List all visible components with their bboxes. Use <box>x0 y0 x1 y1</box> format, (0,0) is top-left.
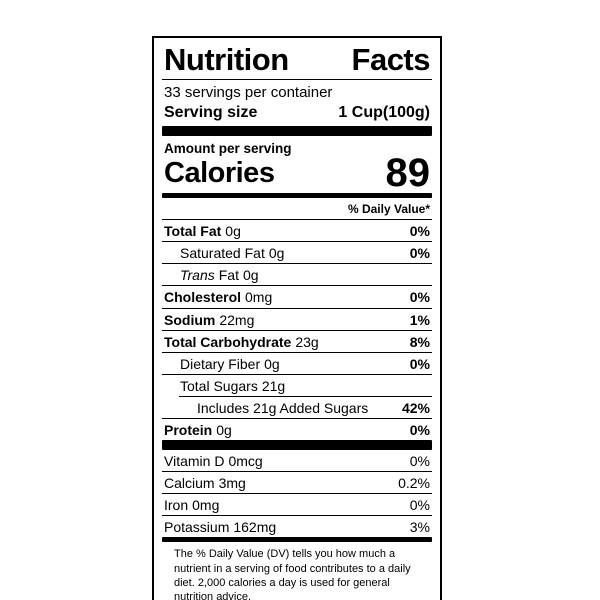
nutrient-amount: 23g <box>295 333 319 350</box>
nutrient-dv: 0% <box>409 223 430 240</box>
nutrient-name: Sodium <box>164 311 216 328</box>
vitamin-amount: 162mg <box>233 519 277 536</box>
vitamin-name: Calcium <box>164 475 215 492</box>
section-bar-medium-calories <box>162 193 432 199</box>
nutrient-amount: 0g <box>264 355 280 372</box>
nutrient-name: Dietary Fiber <box>180 355 261 372</box>
nutrient-amount: 0g <box>242 267 259 284</box>
vitamin-row-potassium: Potassium 162mg 3% <box>162 515 432 537</box>
nutrient-dv: 0% <box>409 245 430 262</box>
nutrient-row-total-sugars: Total Sugars 21g <box>162 373 432 396</box>
nutrient-name: Total Carbohydrate <box>164 333 292 350</box>
nutrient-row-total-carbohydrate: Total Carbohydrate 23g 8% <box>162 329 432 352</box>
nutrient-name: Includes 21g Added Sugars <box>197 399 369 416</box>
section-bar-thick-top <box>162 126 432 137</box>
vitamin-dv: 0.2% <box>398 475 430 492</box>
vitamin-dv: 3% <box>409 519 430 536</box>
vitamin-name: Iron <box>164 497 189 514</box>
nutrient-row-added-sugars: Includes 21g Added Sugars 42% <box>179 395 432 418</box>
nutrient-row-sodium: Sodium 22mg 1% <box>162 307 432 330</box>
nutrient-amount: 0mg <box>245 289 273 306</box>
nutrition-facts-label: Nutrition Facts 33 servings per containe… <box>152 36 442 600</box>
calories-value: 89 <box>385 151 431 196</box>
daily-value-header: % Daily Value* <box>347 202 430 217</box>
calories-label: Calories <box>164 157 275 190</box>
nutrient-amount: 0g <box>225 223 241 240</box>
nutrient-name: Cholesterol <box>164 289 242 306</box>
vitamin-row-calcium: Calcium 3mg 0.2% <box>162 471 432 493</box>
nutrient-dv: 0% <box>409 422 430 439</box>
vitamin-row-vitamin-d: Vitamin D 0mcg 0% <box>162 450 432 471</box>
nutrient-name: Fat <box>218 267 239 284</box>
nutrient-name: Total Sugars <box>180 377 258 394</box>
nutrient-amount: 0g <box>216 422 232 439</box>
nutrient-row-cholesterol: Cholesterol 0mg 0% <box>162 285 432 307</box>
title-divider <box>162 79 432 80</box>
section-bar-thick-bottom <box>162 440 432 451</box>
vitamin-name: Vitamin D <box>164 453 225 470</box>
nutrient-dv: 0% <box>409 289 430 306</box>
vitamin-name: Potassium <box>164 519 230 536</box>
vitamin-row-iron: Iron 0mg 0% <box>162 493 432 515</box>
vitamin-amount: 0mcg <box>228 453 263 470</box>
nutrient-row-trans-fat: Trans Fat 0g <box>162 263 432 285</box>
nutrient-name: Saturated Fat <box>180 245 265 262</box>
serving-size-row: Serving size 1 Cup(100g) <box>162 102 432 126</box>
nutrient-row-dietary-fiber: Dietary Fiber 0g 0% <box>162 351 432 374</box>
daily-value-footnote: The % Daily Value (DV) tells you how muc… <box>174 548 411 600</box>
vitamin-dv: 0% <box>409 453 430 470</box>
nutrient-row-total-fat: Total Fat 0g 0% <box>162 219 432 241</box>
nutrient-amount: 21g <box>261 377 286 394</box>
vitamin-amount: 0mg <box>192 497 220 514</box>
title-word-facts: Facts <box>351 42 431 77</box>
nutrient-amount: 22mg <box>219 311 255 328</box>
title-word-nutrition: Nutrition <box>164 42 289 77</box>
vitamin-amount: 3mg <box>218 475 246 492</box>
serving-size-value: 1 Cup(100g) <box>338 104 430 121</box>
nutrient-name: Protein <box>164 422 213 439</box>
serving-size-label: Serving size <box>164 104 258 121</box>
label-title: Nutrition Facts <box>162 42 432 75</box>
vitamin-dv: 0% <box>409 497 430 514</box>
nutrient-name-italic: Trans <box>180 267 215 284</box>
nutrient-name: Total Fat <box>164 223 222 240</box>
nutrient-dv: 8% <box>409 333 430 350</box>
nutrient-dv: 1% <box>409 311 430 328</box>
nutrient-row-protein: Protein 0g 0% <box>162 418 432 440</box>
servings-per-container: 33 servings per container <box>164 84 333 101</box>
calories-row: Calories 89 <box>162 151 432 196</box>
nutrient-dv: 0% <box>409 355 430 372</box>
amount-per-serving-label: Amount per serving <box>164 141 292 157</box>
nutrient-dv: 42% <box>401 399 430 416</box>
section-bar-medium-footnote <box>162 537 432 543</box>
nutrient-row-saturated-fat: Saturated Fat 0g 0% <box>162 241 432 263</box>
nutrient-amount: 0g <box>268 245 285 262</box>
